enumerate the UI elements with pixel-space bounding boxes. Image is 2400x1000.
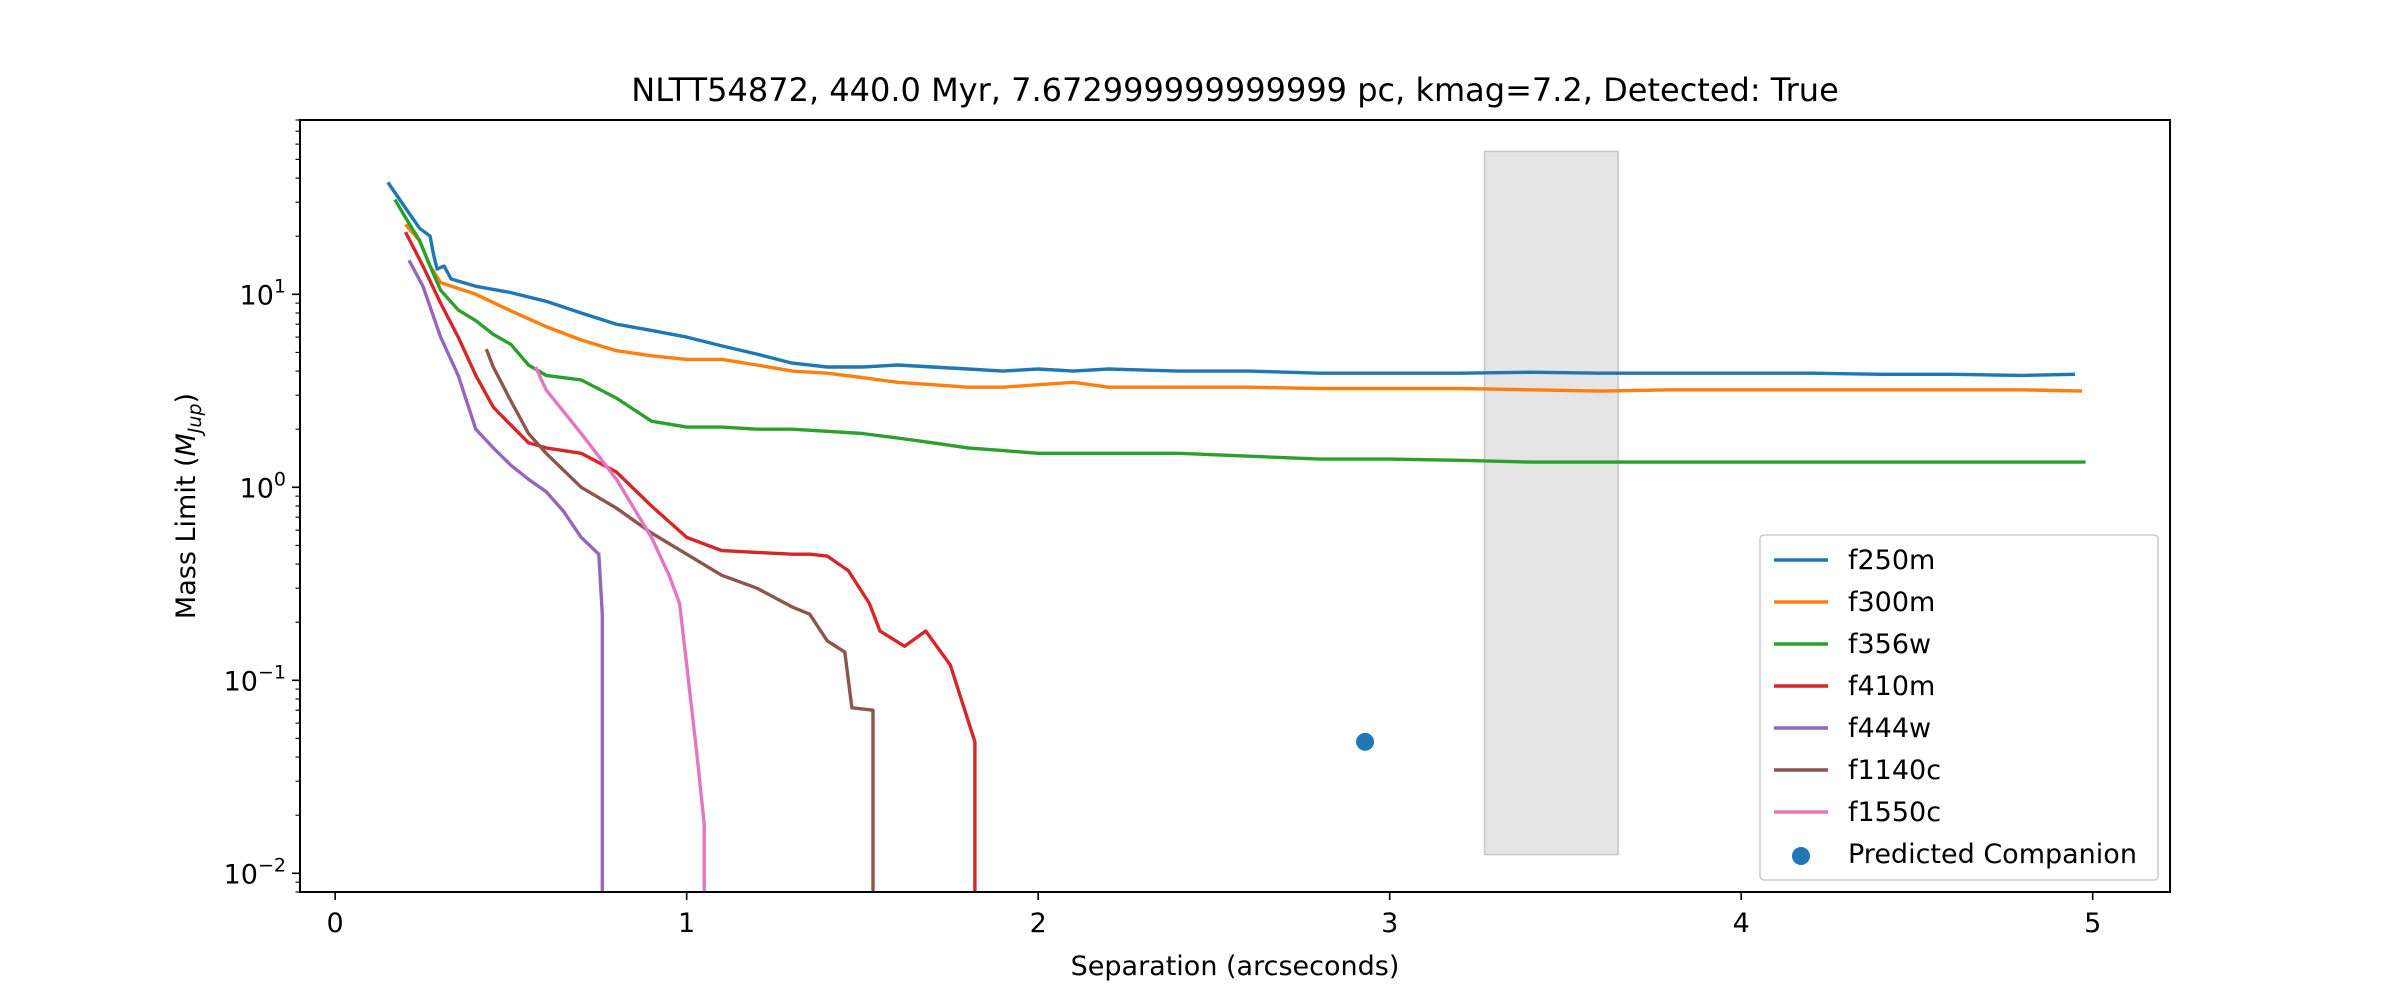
legend-label-f444w: f444w — [1848, 713, 1931, 744]
series-line-f300m — [404, 223, 2083, 393]
y-tick-label: 10−2 — [224, 854, 286, 890]
series-line-f1140c — [484, 348, 875, 892]
series-line-f1550c — [533, 366, 706, 892]
shaded-region — [1483, 150, 1619, 856]
y-axis-ticks: 10−2 10−1 100 101 — [224, 119, 300, 893]
y-axis-label: Mass Limit (MJup) — [171, 393, 206, 619]
y-axis-label-close: ) — [171, 393, 202, 404]
x-tick-label: 0 — [327, 908, 344, 939]
x-axis-label: Separation (arcseconds) — [1071, 951, 1400, 982]
y-tick-label: 100 — [240, 468, 286, 504]
legend-label-f1140c: f1140c — [1848, 755, 1941, 786]
legend-label-predicted-companion: Predicted Companion — [1848, 839, 2137, 870]
legend-swatch-predicted-companion — [1792, 847, 1810, 865]
legend-label-f356w: f356w — [1848, 629, 1931, 660]
predicted-companion-point — [1356, 732, 1375, 751]
legend-label-f300m: f300m — [1848, 587, 1935, 618]
scatter-group — [1356, 732, 1375, 751]
x-tick-label: 1 — [678, 908, 695, 939]
legend-box — [1759, 534, 2159, 881]
x-tick-label: 5 — [2084, 908, 2101, 939]
y-tick-label: 10−1 — [224, 661, 286, 697]
series-line-f410m — [403, 231, 977, 892]
chart-title: NLTT54872, 440.0 Myr, 7.672999999999999 … — [631, 71, 1839, 109]
x-tick-label: 4 — [1733, 908, 1750, 939]
y-axis-label-sub: Jup — [184, 403, 206, 437]
legend-label-f410m: f410m — [1848, 671, 1935, 702]
x-tick-label: 2 — [1030, 908, 1047, 939]
legend-items: f250m f300m f356w f410m f444w f1140c f1550c Pre… — [1774, 545, 2137, 870]
x-tick-label: 3 — [1381, 908, 1398, 939]
legend-label-f250m: f250m — [1848, 545, 1935, 576]
plot-area — [386, 150, 2086, 892]
y-axis-label-main: Mass Limit ( — [171, 456, 202, 619]
x-axis-ticks: 0 1 2 3 4 5 — [327, 892, 2101, 939]
y-tick-label: 101 — [240, 275, 286, 311]
series-line-f250m — [386, 181, 2076, 378]
series-group — [386, 181, 2086, 892]
y-axis-label-symbol: M — [171, 433, 202, 456]
legend-label-f1550c: f1550c — [1848, 797, 1941, 828]
legend: f250m f300m f356w f410m f444w f1140c f1550c Pre… — [1759, 534, 2159, 881]
series-line-f356w — [393, 198, 2086, 464]
series-line-f444w — [407, 259, 604, 892]
